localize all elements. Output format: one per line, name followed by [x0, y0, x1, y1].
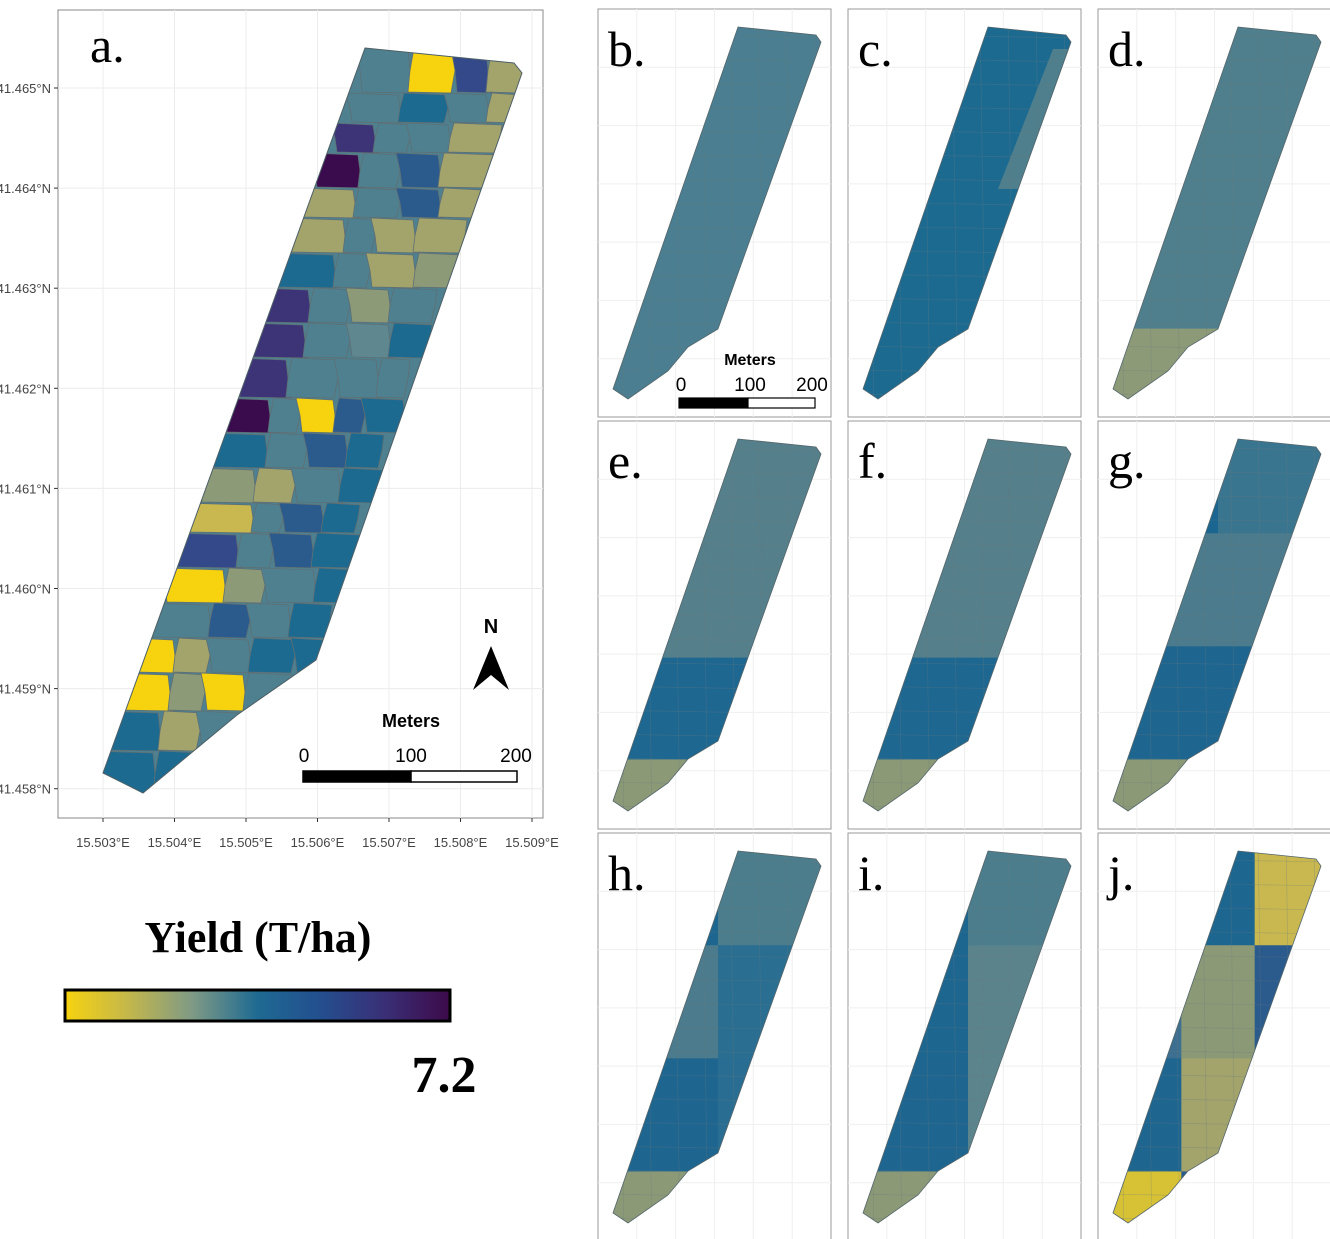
- panel-g: g.: [1097, 420, 1330, 830]
- lat-tick-label: 41.463°N: [0, 281, 51, 296]
- panel-label: c.: [858, 21, 893, 77]
- panel-j: j.: [1097, 832, 1330, 1239]
- north-label: N: [484, 616, 498, 638]
- panel-c: c.: [847, 8, 1082, 418]
- scale-title-b: Meters: [724, 352, 776, 369]
- lon-tick-label: 15.505°E: [219, 835, 273, 850]
- scale-tick-a-1: 100: [395, 746, 427, 767]
- lon-tick-label: 15.506°E: [291, 835, 345, 850]
- lat-tick-label: 41.465°N: [0, 81, 51, 96]
- scale-tick-a-2: 200: [500, 746, 532, 767]
- panel-label: g.: [1108, 433, 1146, 489]
- lat-tick-label: 41.461°N: [0, 481, 51, 496]
- lat-tick-label: 41.459°N: [0, 682, 51, 697]
- panel-label: h.: [608, 845, 646, 901]
- legend-title: Yield (T/ha): [145, 913, 372, 962]
- lon-tick-label: 15.503°E: [76, 835, 130, 850]
- lon-tick-label: 15.509°E: [505, 835, 559, 850]
- panel-label: i.: [858, 845, 884, 901]
- legend-colorbar: [63, 988, 452, 1023]
- lon-tick-label: 15.504°E: [148, 835, 202, 850]
- field-outline-a: [102, 47, 523, 794]
- legend: Yield (T/ha) 7.2: [63, 913, 477, 1104]
- lat-tick-label: 41.458°N: [0, 782, 51, 797]
- scale-tick-b-1: 100: [734, 375, 766, 396]
- scale-tick-b-0: 0: [676, 375, 687, 396]
- panel-b: b.: [597, 8, 832, 418]
- panel-label: f.: [858, 433, 887, 489]
- lat-tick-label: 41.462°N: [0, 381, 51, 396]
- scale-bar-a: Meters 0 100 200: [299, 711, 532, 783]
- scale-title-a: Meters: [382, 711, 440, 731]
- scale-tick-b-2: 200: [796, 375, 828, 396]
- panel-label-a: a.: [90, 17, 125, 73]
- panel-label: b.: [608, 21, 646, 77]
- panel-d: d.: [1097, 8, 1330, 418]
- panel-e: e.: [597, 420, 832, 830]
- lat-tick-label: 41.464°N: [0, 181, 51, 196]
- north-arrow-icon: [473, 646, 509, 690]
- scale-tick-a-0: 0: [299, 746, 310, 767]
- lon-tick-label: 15.507°E: [362, 835, 416, 850]
- lat-tick-label: 41.460°N: [0, 582, 51, 597]
- panel-label: d.: [1108, 21, 1146, 77]
- panel-label: e.: [608, 433, 643, 489]
- scale-bar-b: Meters 0 100 200: [676, 352, 828, 409]
- panel-label: j.: [1106, 845, 1134, 901]
- panel-f: f.: [847, 420, 1082, 830]
- legend-max-label: 7.2: [412, 1047, 477, 1104]
- lon-axis: 15.503°E 15.504°E 15.505°E 15.506°E 15.507°E…: [76, 818, 559, 850]
- panel-i: i.: [847, 832, 1082, 1239]
- panel-h: h.: [597, 832, 832, 1239]
- north-arrow: N: [473, 616, 509, 690]
- small-panels: b. c. d. e. f. g. h. i. j.: [597, 8, 1330, 1239]
- panel-a: a. 41.465°N41.464°N41.463°N41.462°N41.46…: [0, 9, 559, 850]
- lat-axis: 41.465°N 41.464°N 41.463°N 41.462°N 41.461°N…: [0, 81, 58, 797]
- lon-tick-label: 15.508°E: [434, 835, 488, 850]
